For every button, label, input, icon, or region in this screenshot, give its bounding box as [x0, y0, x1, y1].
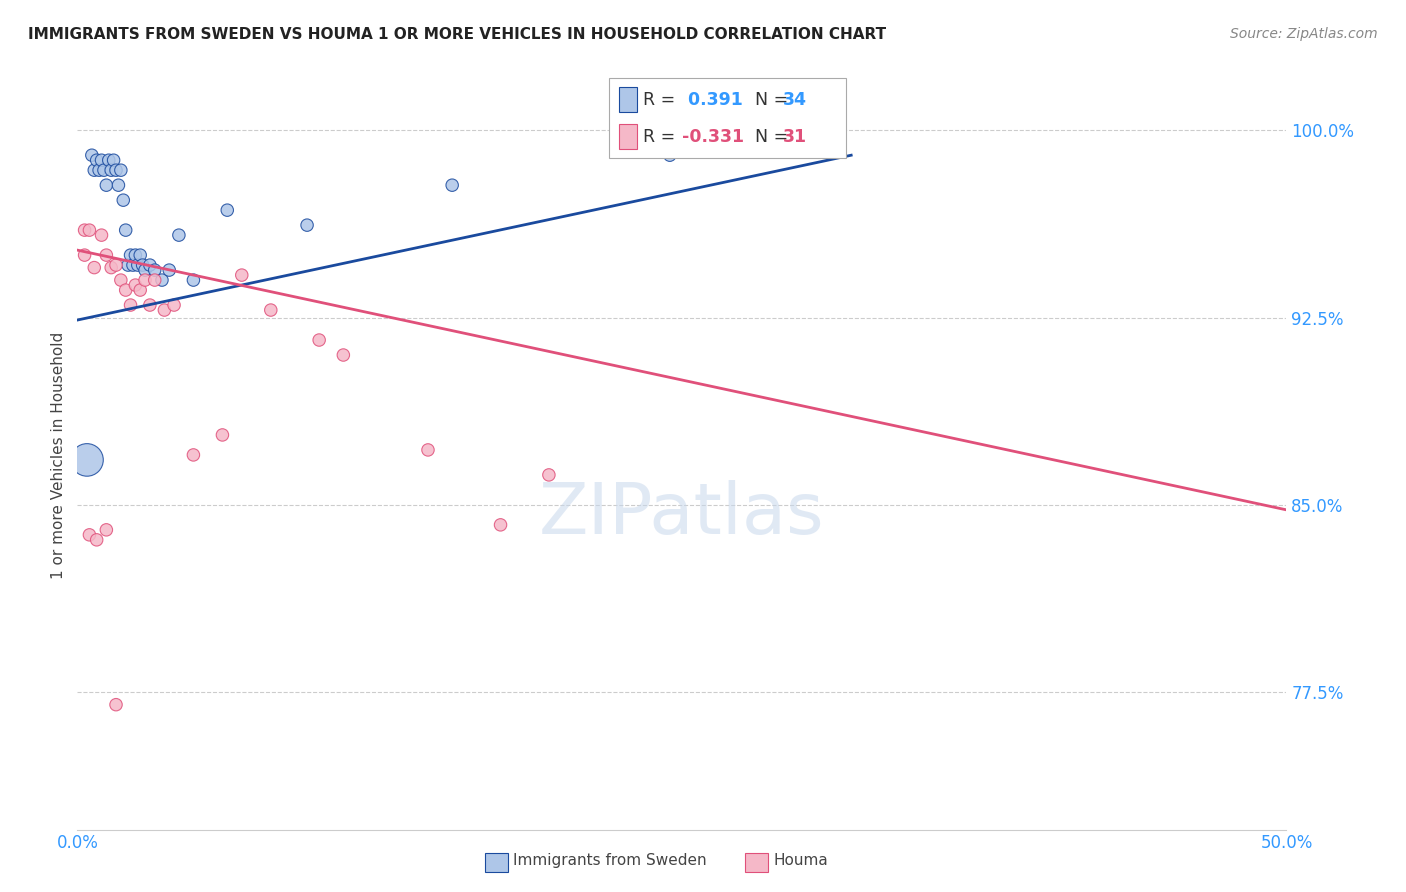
Point: [117, 258, 139, 272]
Point: [73, 223, 96, 237]
Point: [131, 258, 153, 272]
Point: [76, 453, 98, 467]
Point: [134, 263, 156, 277]
Point: [124, 248, 146, 262]
Point: [153, 303, 176, 318]
Point: [295, 218, 318, 232]
Point: [150, 273, 173, 287]
Point: [127, 258, 149, 272]
Point: [441, 178, 464, 193]
Point: [87, 163, 110, 178]
Text: IMMIGRANTS FROM SWEDEN VS HOUMA 1 OR MORE VEHICLES IN HOUSEHOLD CORRELATION CHAR: IMMIGRANTS FROM SWEDEN VS HOUMA 1 OR MOR…: [28, 27, 886, 42]
Text: Houma: Houma: [773, 853, 828, 868]
Point: [90, 153, 112, 168]
Point: [260, 303, 283, 318]
Point: [129, 283, 152, 297]
Text: 0.391: 0.391: [682, 91, 742, 109]
Point: [110, 163, 132, 178]
Point: [120, 298, 142, 312]
Point: [103, 153, 125, 168]
Point: [114, 223, 136, 237]
Text: 34: 34: [783, 91, 807, 109]
Point: [143, 263, 166, 277]
Point: [332, 348, 354, 362]
Point: [80, 148, 103, 162]
Point: [139, 298, 162, 312]
Text: R =: R =: [643, 128, 681, 145]
Text: Source: ZipAtlas.com: Source: ZipAtlas.com: [1230, 27, 1378, 41]
Point: [110, 273, 132, 287]
Point: [96, 523, 118, 537]
Text: Immigrants from Sweden: Immigrants from Sweden: [513, 853, 707, 868]
Point: [217, 203, 239, 218]
Text: N =: N =: [744, 128, 793, 145]
Point: [537, 467, 560, 482]
Point: [139, 258, 162, 272]
Point: [107, 178, 129, 193]
Text: R =: R =: [643, 91, 681, 109]
Point: [105, 258, 128, 272]
Point: [489, 517, 512, 532]
Text: ZIPatlas: ZIPatlas: [538, 481, 825, 549]
Point: [97, 153, 120, 168]
Text: -0.331: -0.331: [682, 128, 744, 145]
Point: [93, 163, 115, 178]
Point: [79, 223, 101, 237]
Point: [73, 248, 96, 262]
Point: [114, 283, 136, 297]
Point: [658, 148, 681, 162]
Point: [100, 163, 122, 178]
Point: [124, 278, 146, 293]
Point: [183, 273, 205, 287]
Point: [122, 258, 145, 272]
Point: [143, 273, 166, 287]
Point: [120, 248, 142, 262]
Point: [112, 193, 135, 207]
Y-axis label: 1 or more Vehicles in Household: 1 or more Vehicles in Household: [51, 331, 66, 579]
Point: [211, 428, 233, 442]
Point: [167, 228, 190, 243]
Point: [134, 273, 156, 287]
Point: [105, 163, 128, 178]
Text: 31: 31: [783, 128, 807, 145]
Point: [83, 163, 105, 178]
Point: [183, 448, 205, 462]
Point: [157, 263, 180, 277]
Point: [86, 153, 108, 168]
Point: [231, 268, 253, 282]
Point: [416, 442, 439, 457]
Point: [105, 698, 128, 712]
Text: N =: N =: [744, 91, 793, 109]
Point: [129, 248, 152, 262]
Point: [100, 260, 122, 275]
Point: [90, 228, 112, 243]
Point: [83, 260, 105, 275]
Point: [96, 248, 118, 262]
Point: [163, 298, 186, 312]
Point: [79, 528, 101, 542]
Point: [96, 178, 118, 193]
Point: [308, 333, 330, 347]
Point: [86, 533, 108, 547]
